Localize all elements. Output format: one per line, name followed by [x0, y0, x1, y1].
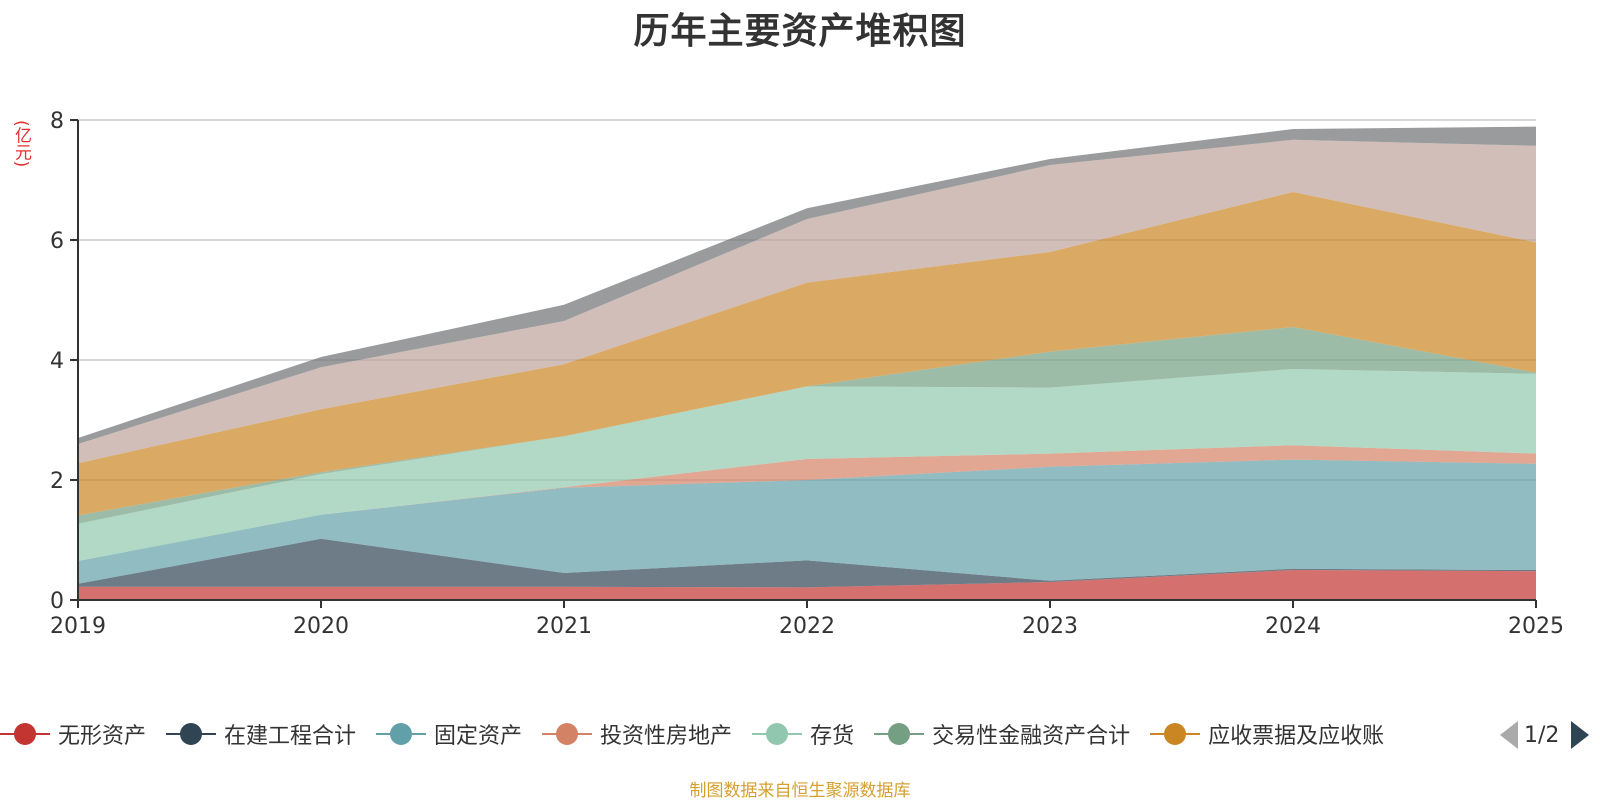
- y-tick-label: 4: [50, 349, 64, 374]
- data-source-note: 制图数据来自恒生聚源数据库: [689, 781, 911, 801]
- axis-labels: 0 2 4 6 8 2019 2020 2021 2022 2023 2024 2025: [50, 109, 1564, 639]
- x-tick-label: 2024: [1265, 614, 1321, 639]
- legend-item[interactable]: 应收票据及应收账: [1150, 718, 1384, 750]
- legend-item[interactable]: 固定资产: [376, 718, 522, 750]
- legend-label: 存货: [810, 724, 855, 749]
- area-series: [78, 126, 1536, 600]
- legend-label: 应收票据及应收账: [1208, 724, 1385, 749]
- chart-title: 历年主要资产堆积图: [633, 11, 967, 52]
- area-交易性金融资产合计: [78, 327, 1536, 524]
- area-存货: [78, 369, 1536, 561]
- x-tick-label: 2021: [536, 614, 592, 639]
- area-固定资产: [78, 459, 1536, 584]
- legend-label: 交易性金融资产合计: [932, 724, 1131, 749]
- x-tick-label: 2023: [1022, 614, 1078, 639]
- area-其他资产: [78, 139, 1536, 464]
- x-tick-label: 2022: [779, 614, 835, 639]
- area-在建工程合计: [78, 538, 1536, 588]
- legend-page-indicator: 1/2: [1524, 722, 1560, 748]
- legend-item[interactable]: 投资性房地产: [542, 718, 732, 750]
- legend-marker-icon: [1150, 719, 1201, 749]
- x-tick-label: 2025: [1508, 614, 1564, 639]
- legend-label: 固定资产: [434, 724, 523, 749]
- legend-pager: 1/2: [1500, 717, 1590, 753]
- y-axis-unit-label: (亿元): [11, 120, 31, 168]
- legend-marker-icon: [752, 719, 803, 749]
- legend-next-page-icon[interactable]: [1571, 721, 1590, 749]
- legend-label: 无形资产: [58, 724, 147, 749]
- legend-item[interactable]: 交易性金融资产合计: [874, 718, 1130, 750]
- legend-marker-icon: [376, 719, 427, 749]
- legend-marker-icon: [542, 719, 593, 749]
- legend-marker-icon: [166, 719, 217, 749]
- legend-label: 投资性房地产: [600, 724, 733, 749]
- legend-marker-icon: [874, 719, 925, 749]
- legend-item[interactable]: 在建工程合计: [166, 718, 356, 750]
- y-tick-label: 0: [50, 589, 64, 614]
- y-tick-label: 2: [50, 469, 64, 494]
- area-投资性房地产: [78, 445, 1536, 561]
- area-无形资产: [78, 570, 1536, 600]
- legend-item[interactable]: 无形资产: [0, 718, 146, 750]
- legend-marker-icon: [0, 719, 50, 749]
- legend: 无形资产 在建工程合计 固定资产 投资性房地产 存货 交易性金融资产合计 应收票据及应收账: [0, 712, 1600, 756]
- area-应收票据及应收账: [78, 192, 1536, 516]
- y-tick-label: 8: [50, 109, 64, 134]
- legend-label: 在建工程合计: [224, 724, 357, 749]
- y-tick-label: 6: [50, 229, 64, 254]
- legend-prev-page-icon[interactable]: [1500, 721, 1518, 749]
- stacked-area-chart: 0 2 4 6 8 2019 2020 2021 2022 2023 2024 2025: [50, 109, 1564, 639]
- legend-item[interactable]: 存货: [752, 718, 854, 750]
- x-tick-label: 2019: [50, 614, 106, 639]
- x-tick-label: 2020: [293, 614, 349, 639]
